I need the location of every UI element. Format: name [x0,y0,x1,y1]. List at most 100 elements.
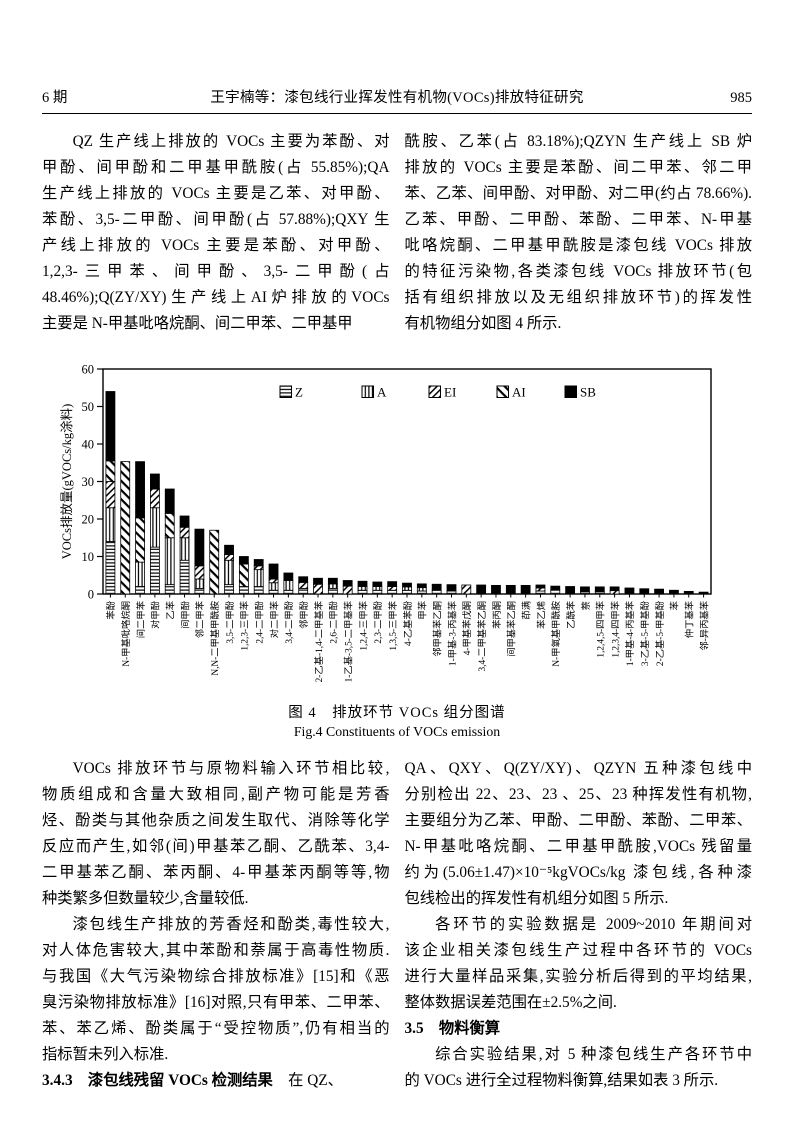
text-line: 对人体危害较大,其中苯酚和萘属于高毒性物质. [42,942,390,959]
svg-text:60: 60 [82,363,95,377]
text-line: 排放的 VOCs 主要是苯酚、间二甲苯、邻二甲 [404,159,753,176]
svg-text:EI: EI [444,385,456,400]
svg-text:1,2,3-三甲苯: 1,2,3-三甲苯 [239,601,251,651]
chart-wrap: 0 10 20 30 40 50 60 VOCs排放量(gVOCs/kg涂料) 苯酚 N-甲基吡咯… [58,361,752,693]
text-line: VOCs 排放环节与原物料输入环节相比较, [72,760,390,777]
paragraph: QA、QXY、Q(ZY/XY)、QZYN 五种漆包线中 分别检出 22、23、23… [405,756,753,912]
svg-text:间甲酚: 间甲酚 [179,600,191,629]
section-heading: 3.4.3 漆包线残留 VOCs 检测结果 [42,1072,273,1089]
svg-text:VOCs排放量(gVOCs/kg涂料): VOCs排放量(gVOCs/kg涂料) [59,404,74,560]
top-right-column: 酰胺、乙苯(占 83.18%);QZYN 生产线上 SB 炉排放的 VOCs 主… [405,129,753,337]
text-line: 各环节的实验数据是 2009~2010 年期间对 [435,916,752,933]
text-line: 指标暂未列入标准. [42,1046,169,1063]
text-line: 产线上排放的 VOCs 主要是苯酚、对甲酚、 [42,237,390,254]
svg-text:乙酰苯: 乙酰苯 [565,601,577,629]
svg-text:0: 0 [88,588,94,602]
svg-text:苯丙酮: 苯丙酮 [491,601,503,629]
page-number: 985 [730,90,752,106]
running-title: 王宇楠等：漆包线行业挥发性有机物(VOCs)排放特征研究 [210,90,584,106]
text-line: QZ 生产线上排放的 VOCs 主要为苯酚、对 [72,133,390,150]
svg-text:邻二甲苯: 邻二甲苯 [194,601,206,638]
text-line: 3.4.3 漆包线残留 VOCs 检测结果 在 QZ、 [42,1068,390,1094]
svg-text:30: 30 [82,475,95,489]
svg-text:茚满: 茚满 [520,601,532,620]
text-line: 约为(5.06±1.47)×10⁻⁵kgVOCs/kg 漆包线,各种漆 [404,864,753,881]
svg-text:1-甲基-4-丙基苯: 1-甲基-4-丙基苯 [624,601,636,666]
text-line: 该企业相关漆包线生产过程中各环节的 VOCs [404,942,753,959]
text-line: 综合实验结果,对 5 种漆包线生产各环节中 [435,1046,752,1063]
svg-text:2-乙基-5-甲基酚: 2-乙基-5-甲基酚 [654,600,666,666]
text-line: 与我国《大气污染物综合排放标准》[15]和《恶 [42,968,390,985]
svg-text:4-甲基苯戊酮: 4-甲基苯戊酮 [461,601,473,655]
svg-text:对甲酚: 对甲酚 [150,600,162,629]
text-line: 3.5 物料衡算 [405,1016,753,1042]
text-line: 的特征污染物,各类漆包线 VOCs 排放环节(包 [404,263,753,280]
text-line: 漆包线生产排放的芳香烃和酚类,毒性较大, [72,916,390,933]
paragraph: 各环节的实验数据是 2009~2010 年期间对该企业相关漆包线生产过程中各环节… [405,912,753,1016]
paragraph: 综合实验结果,对 5 种漆包线生产各环节中的 VOCs 进行全过程物料衡算,结果… [405,1042,753,1094]
text-line: 整体数据误差范围在±2.5%之间. [404,994,617,1011]
text-line: 种类繁多但数量较少,含量较低. [42,890,249,907]
page-header: 6 期 王宇楠等：漆包线行业挥发性有机物(VOCs)排放特征研究 985 [42,86,752,114]
text-line: 乙苯、甲酚、二甲酚、苯酚、二甲苯、N-甲基 [404,211,753,228]
top-left-column: QZ 生产线上排放的 VOCs 主要为苯酚、对甲酚、间甲酚和二甲基甲酰胺(占 5… [42,129,390,337]
svg-text:1-甲基-3-丙基苯: 1-甲基-3-丙基苯 [446,601,458,666]
figure-caption-en: Fig.4 Constituents of VOCs emission [293,724,501,739]
text-line: 生产线上排放的 VOCs 主要是乙苯、对甲酚、 [42,185,390,202]
svg-text:乙苯: 乙苯 [165,601,177,620]
svg-text:1,2,4,5-四甲苯: 1,2,4,5-四甲苯 [595,601,607,658]
svg-text:邻甲酚: 邻甲酚 [298,600,310,629]
text-line: 甲酚、间甲酚和二甲基甲酰胺(占 55.85%);QA [42,159,390,176]
svg-text:2-乙基-1,4-二甲基苯: 2-乙基-1,4-二甲基苯 [313,601,325,682]
svg-text:1,2,3,4-四甲苯: 1,2,3,4-四甲苯 [609,601,621,658]
text-line: 括有组织排放以及无组织排放环节)的挥发性 [404,289,753,306]
svg-text:Z: Z [295,385,303,400]
svg-text:1,2,4-三甲苯: 1,2,4-三甲苯 [357,601,369,651]
svg-text:间甲基苯乙酮: 间甲基苯乙酮 [506,601,518,657]
text-line: 主要是 N-甲基吡咯烷酮、间二甲苯、二甲基甲 [42,315,353,332]
svg-text:N-甲氧基甲酰胺: N-甲氧基甲酰胺 [550,601,562,667]
paragraph: 3.5 物料衡算 [405,1016,753,1042]
svg-text:3-乙基-5-甲基酚: 3-乙基-5-甲基酚 [639,600,651,666]
svg-text:2,6-二甲酚: 2,6-二甲酚 [329,600,340,643]
svg-text:1,3,5-三甲苯: 1,3,5-三甲苯 [387,601,399,651]
text-line: 酰胺、乙苯(占 83.18%);QZYN 生产线上 SB 炉 [404,133,753,150]
text-line: 包线检出的挥发性有机组分如图 5 所示. [404,890,669,907]
text-run: 在 QZ、 [272,1072,343,1089]
svg-text:对二甲苯: 对二甲苯 [268,601,280,638]
text-line: 烃、酚类与其他杂质之间发生取代、消除等化学 [42,812,390,829]
text-line: 有机物组分如图 4 所示. [404,315,562,332]
svg-text:2,3-二甲酚: 2,3-二甲酚 [373,600,384,643]
svg-text:N-甲基吡咯烷酮: N-甲基吡咯烷酮 [120,601,132,667]
text-line: 进行大量样品采集,实验分析后得到的平均结果, [404,968,753,985]
svg-text:邻-异丙基苯: 邻-异丙基苯 [698,601,710,651]
text-line: 二甲基苯乙酮、苯丙酮、4-甲基苯丙酮等等,物 [42,864,390,881]
svg-text:2,4-二甲酚: 2,4-二甲酚 [255,600,266,643]
svg-text:10: 10 [82,550,95,564]
svg-text:邻甲基苯乙酮: 邻甲基苯乙酮 [431,601,443,657]
svg-text:A: A [377,385,387,400]
text-line: QA、QXY、Q(ZY/XY)、QZYN 五种漆包线中 [404,760,753,777]
text-line: 苯、乙苯、间甲酚、对甲酚、对二甲(约占 78.66%). [404,185,753,202]
svg-text:甲苯: 甲苯 [417,601,429,620]
svg-text:萘: 萘 [581,600,592,610]
svg-text:苯乙烯: 苯乙烯 [535,601,547,629]
section-heading: 3.5 物料衡算 [404,1020,501,1037]
svg-text:50: 50 [82,400,95,414]
text-line: 主要组分为乙苯、甲酚、二甲酚、苯酚、二甲苯、 [404,812,753,829]
bottom-right-column: QA、QXY、Q(ZY/XY)、QZYN 五种漆包线中 分别检出 22、23、23… [405,756,753,1094]
issue-label: 6 期 [42,90,68,106]
svg-text:间二甲苯: 间二甲苯 [135,601,147,638]
svg-text:AI: AI [512,385,526,400]
text-line: 苯、苯乙烯、酚类属于“受控物质”,仍有相当的 [42,1020,390,1037]
svg-text:仲丁基苯: 仲丁基苯 [684,601,696,638]
text-line: 1,2,3-三甲苯、间甲酚、3,5-二甲酚(占 [42,263,390,280]
svg-text:3,5-二甲酚: 3,5-二甲酚 [225,600,236,643]
text-line: 苯酚、3,5-二甲酚、间甲酚(占 57.88%);QXY 生 [42,211,390,228]
svg-text:3,4-二甲酚: 3,4-二甲酚 [284,600,295,643]
paragraph: VOCs 排放环节与原物料输入环节相比较, 物质组成和含量大致相同,副产物可能是芳… [42,756,390,912]
journal-page: 6 期 王宇楠等：漆包线行业挥发性有机物(VOCs)排放特征研究 985 QZ … [42,86,753,1094]
paragraph: 漆包线生产排放的芳香烃和酚类,毒性较大, 对人体危害较大,其中苯酚和萘属于高毒性物… [42,912,390,1068]
text-line: 48.46%);Q(ZY/XY)生产线上AI炉排放的VOCs [42,289,390,306]
text-line: 反应而产生,如邻(间)甲基苯乙酮、乙酰苯、3,4- [42,838,390,855]
